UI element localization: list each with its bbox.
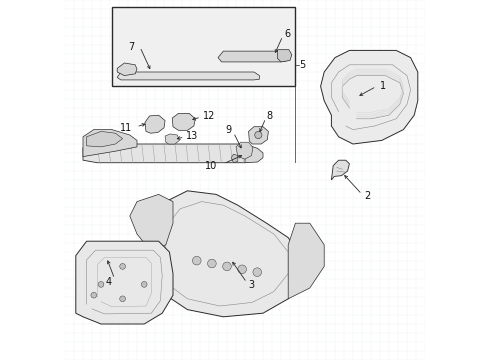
Polygon shape bbox=[218, 51, 288, 62]
Text: 11: 11 bbox=[121, 123, 133, 133]
Bar bbox=[65, 356, 425, 360]
Polygon shape bbox=[72, 7, 339, 356]
Polygon shape bbox=[320, 50, 418, 144]
Polygon shape bbox=[117, 63, 137, 76]
Text: 1: 1 bbox=[380, 81, 386, 91]
Circle shape bbox=[91, 292, 97, 298]
Polygon shape bbox=[248, 127, 269, 144]
Polygon shape bbox=[87, 131, 122, 147]
Bar bbox=[295, 0, 425, 162]
Circle shape bbox=[98, 282, 104, 287]
Polygon shape bbox=[117, 72, 259, 80]
Polygon shape bbox=[151, 191, 303, 317]
Text: 4: 4 bbox=[106, 276, 112, 287]
Text: 12: 12 bbox=[202, 111, 215, 121]
Bar bbox=[112, 7, 295, 86]
Polygon shape bbox=[236, 142, 253, 159]
Polygon shape bbox=[231, 154, 238, 163]
Circle shape bbox=[120, 296, 125, 302]
Polygon shape bbox=[331, 160, 349, 180]
Polygon shape bbox=[288, 223, 324, 299]
Polygon shape bbox=[83, 144, 259, 163]
Circle shape bbox=[193, 256, 201, 265]
Circle shape bbox=[255, 131, 262, 139]
Circle shape bbox=[238, 265, 246, 274]
Circle shape bbox=[208, 259, 216, 268]
Polygon shape bbox=[83, 130, 137, 157]
Polygon shape bbox=[130, 194, 173, 252]
Polygon shape bbox=[76, 241, 173, 324]
Polygon shape bbox=[277, 50, 292, 62]
Text: 8: 8 bbox=[267, 111, 273, 121]
Circle shape bbox=[253, 268, 262, 276]
Polygon shape bbox=[172, 113, 196, 130]
Circle shape bbox=[141, 282, 147, 287]
Text: 10: 10 bbox=[205, 161, 217, 171]
Text: 9: 9 bbox=[225, 125, 231, 135]
Text: 3: 3 bbox=[248, 280, 255, 290]
Text: 13: 13 bbox=[186, 131, 198, 141]
Text: 7: 7 bbox=[128, 42, 134, 52]
Polygon shape bbox=[245, 144, 263, 163]
Circle shape bbox=[222, 262, 231, 271]
Text: 5: 5 bbox=[299, 60, 305, 70]
Text: 2: 2 bbox=[364, 191, 370, 201]
Polygon shape bbox=[165, 134, 179, 144]
Polygon shape bbox=[145, 115, 165, 133]
Text: 6: 6 bbox=[284, 29, 290, 39]
Circle shape bbox=[120, 264, 125, 269]
